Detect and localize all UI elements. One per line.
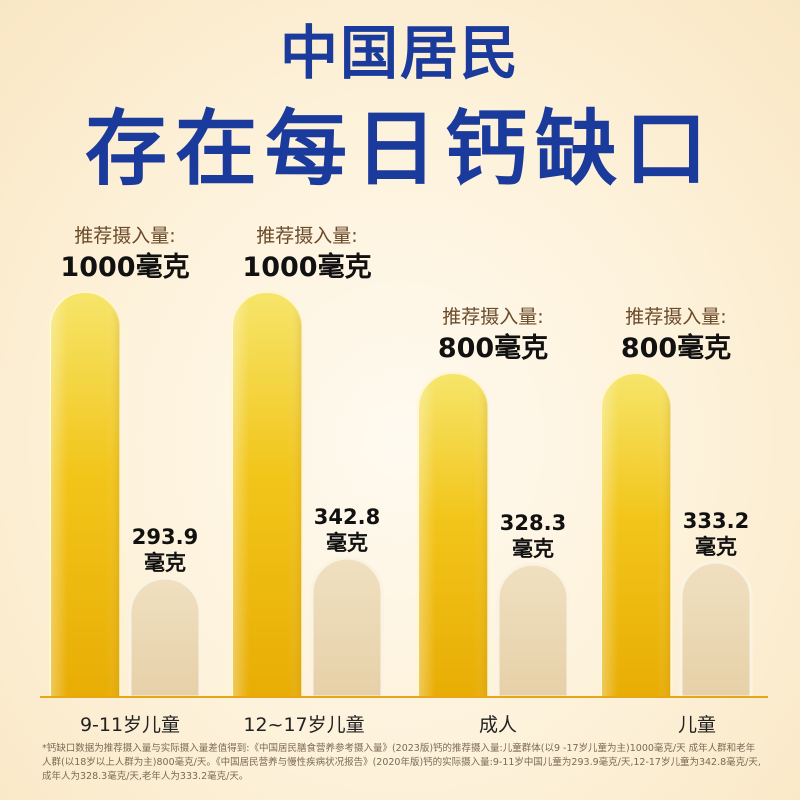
recommended-value-3: 800毫克 — [621, 332, 731, 364]
bar-recommended-shine-3 — [601, 373, 671, 697]
actual-unit-1: 毫克 — [326, 531, 368, 555]
actual-value-0: 293.9 — [132, 525, 198, 549]
bar-actual-3 — [679, 560, 753, 699]
bar-actual-0 — [128, 576, 202, 699]
recommended-caption-1: 推荐摄入量: — [256, 225, 357, 247]
bar-actual-2 — [496, 562, 570, 699]
actual-unit-2: 毫克 — [512, 537, 554, 561]
actual-value-2: 328.3 — [500, 511, 566, 535]
category-label-2: 成人 — [479, 714, 517, 736]
category-label-0: 9-11岁儿童 — [80, 714, 180, 736]
bar-recommended-shine-1 — [232, 292, 302, 697]
recommended-caption-3: 推荐摄入量: — [625, 306, 726, 328]
title-line-2: 存在每日钙缺口 — [84, 102, 715, 197]
bar-actual-1 — [310, 556, 384, 699]
recommended-value-1: 1000毫克 — [242, 251, 371, 283]
actual-unit-0: 毫克 — [144, 551, 186, 575]
title-line-1: 中国居民 — [279, 19, 520, 87]
recommended-caption-0: 推荐摄入量: — [74, 225, 175, 247]
category-label-3: 儿童 — [678, 714, 716, 736]
footnote: *钙缺口数据为推荐摄入量与实际摄入量差值得到:《中国居民膳食营养参考摄入量》(2… — [42, 743, 761, 782]
actual-value-1: 342.8 — [314, 505, 380, 529]
actual-unit-3: 毫克 — [695, 535, 737, 559]
recommended-value-0: 1000毫克 — [60, 251, 189, 283]
bar-recommended-shine-2 — [418, 373, 488, 697]
recommended-value-2: 800毫克 — [438, 332, 548, 364]
actual-value-3: 333.2 — [683, 509, 749, 533]
recommended-caption-2: 推荐摄入量: — [442, 306, 543, 328]
bar-recommended-shine-0 — [50, 292, 120, 697]
category-label-1: 12~17岁儿童 — [243, 714, 364, 736]
